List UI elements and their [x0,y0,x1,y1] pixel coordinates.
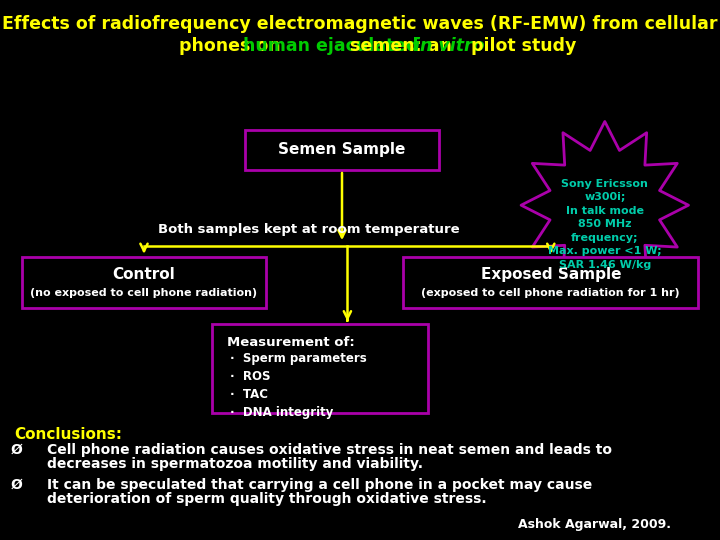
FancyBboxPatch shape [22,256,266,308]
Text: (exposed to cell phone radiation for 1 hr): (exposed to cell phone radiation for 1 h… [421,288,680,299]
Text: semen: an: semen: an [344,37,458,55]
Text: Control: Control [112,267,176,282]
Text: Measurement of:: Measurement of: [227,336,354,349]
Text: ·  ROS: · ROS [230,370,271,383]
Text: Ø: Ø [11,478,22,492]
Text: Both samples kept at room temperature: Both samples kept at room temperature [158,223,460,236]
FancyBboxPatch shape [245,130,439,170]
Text: decreases in spermatozoa motility and viability.: decreases in spermatozoa motility and vi… [47,457,423,471]
Text: in vitro: in vitro [414,37,485,55]
Text: Cell phone radiation causes oxidative stress in neat semen and leads to: Cell phone radiation causes oxidative st… [47,443,612,457]
Text: Semen Sample: Semen Sample [279,143,405,157]
Text: deterioration of sperm quality through oxidative stress.: deterioration of sperm quality through o… [47,492,487,507]
Polygon shape [521,122,688,289]
Text: ·  TAC: · TAC [230,388,269,401]
Text: SAR 1.46 W/kg: SAR 1.46 W/kg [559,260,651,269]
Text: It can be speculated that carrying a cell phone in a pocket may cause: It can be speculated that carrying a cel… [47,478,592,492]
FancyBboxPatch shape [403,256,698,308]
Text: pilot study: pilot study [464,37,576,55]
Text: frequency;: frequency; [571,233,639,242]
FancyBboxPatch shape [212,324,428,413]
Text: ·  DNA integrity: · DNA integrity [230,406,334,419]
Text: human ejaculated: human ejaculated [243,37,418,55]
Text: Conclusions:: Conclusions: [14,427,122,442]
Text: w300i;: w300i; [584,192,626,202]
Text: ·  Sperm parameters: · Sperm parameters [230,352,367,365]
Text: Exposed Sample: Exposed Sample [480,267,621,282]
Text: In talk mode: In talk mode [566,206,644,215]
Text: 850 MHz: 850 MHz [578,219,631,229]
Text: Max. power <1 W;: Max. power <1 W; [548,246,662,256]
Text: Ashok Agarwal, 2009.: Ashok Agarwal, 2009. [518,518,671,531]
Text: Effects of radiofrequency electromagnetic waves (RF-EMW) from cellular: Effects of radiofrequency electromagneti… [2,15,718,33]
Text: phones on: phones on [179,37,287,55]
Text: Ø: Ø [11,443,22,457]
Text: (no exposed to cell phone radiation): (no exposed to cell phone radiation) [30,288,258,299]
Text: Sony Ericsson: Sony Ericsson [562,179,648,188]
